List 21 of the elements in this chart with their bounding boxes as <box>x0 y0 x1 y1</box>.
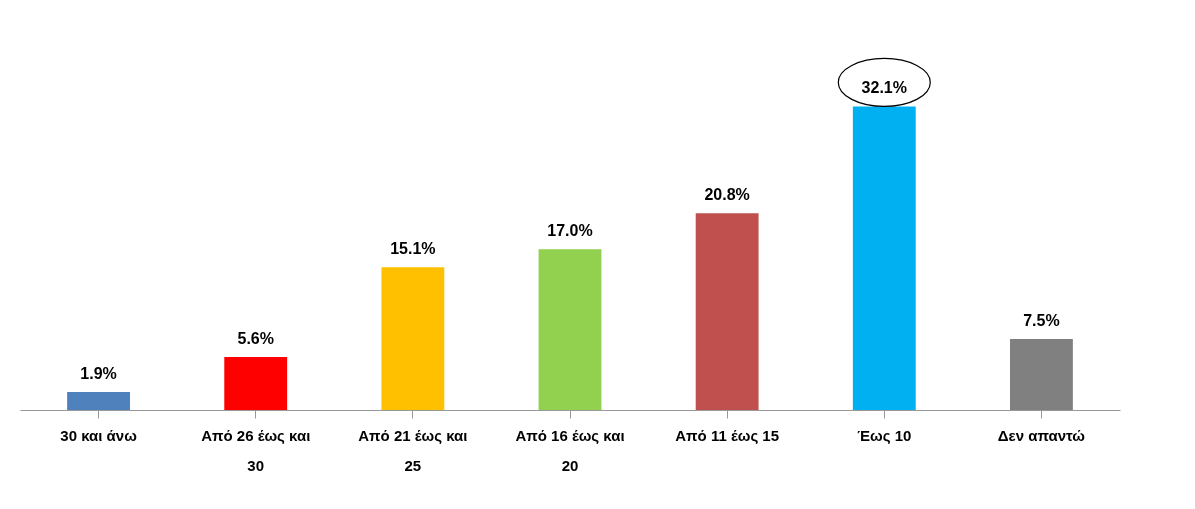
bar <box>695 213 759 410</box>
bar <box>1010 339 1073 410</box>
data-label: 17.0% <box>547 222 593 240</box>
x-tick-label: Δεν απαντώ <box>997 426 1086 444</box>
data-label: 7.5% <box>1023 312 1060 330</box>
x-tick-label: Από 16 έως και 20 <box>515 426 625 474</box>
data-label: 1.9% <box>80 365 117 383</box>
x-tick-label: Από 11 έως 15 <box>675 426 780 444</box>
bar <box>224 357 288 410</box>
x-tick-label: Έως 10 <box>857 426 912 444</box>
x-tick-label: Από 26 έως και 30 <box>201 426 311 474</box>
data-label: 20.8% <box>704 186 750 204</box>
bar <box>538 249 602 410</box>
data-label: 15.1% <box>390 240 436 258</box>
bar <box>67 392 130 410</box>
data-label: 32.1% <box>861 79 907 97</box>
x-tick-label: Από 21 έως και 25 <box>358 426 468 474</box>
data-label: 5.6% <box>237 330 274 348</box>
x-tick-label: 30 και άνω <box>60 426 138 444</box>
bar <box>381 267 445 410</box>
bar <box>852 106 916 410</box>
